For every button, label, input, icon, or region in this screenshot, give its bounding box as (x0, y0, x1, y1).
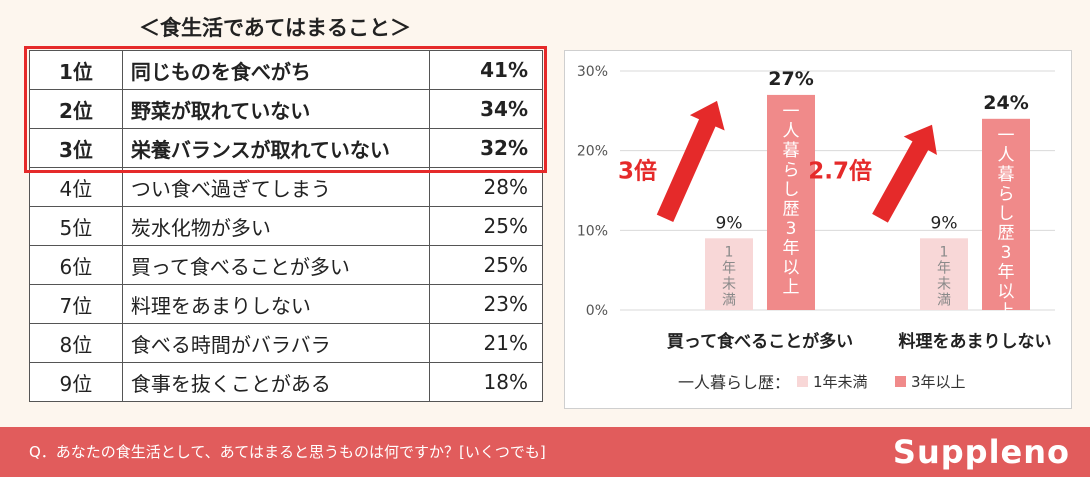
multiplier-annotation: 3倍 (618, 157, 657, 184)
bar-inner-text: 人 (783, 121, 800, 141)
legend-label: 3年以上 (911, 373, 966, 391)
brand-logo: Suppleno (892, 433, 1070, 471)
bar-inner-text: し (998, 204, 1015, 224)
increase-arrow (872, 124, 937, 223)
footer-bar: Q．あなたの食生活として、あてはまると思うものは何ですか？[いくつでも] Sup… (0, 427, 1090, 477)
table-row: 7位 料理をあまりしない 23% (29, 284, 543, 324)
bar-inner-text: 歴 (783, 199, 800, 219)
table-row: 1位 同じものを食べがち 41% (29, 50, 543, 90)
table-row: 6位 買って食べることが多い 25% (29, 245, 543, 285)
data-label: 27% (768, 68, 813, 90)
arrow-shape (872, 124, 937, 223)
table-row: 5位 炭水化物が多い 25% (29, 206, 543, 246)
bar-inner-text: ら (783, 160, 800, 180)
bar-inner-text: 年 (937, 260, 951, 276)
table-row: 3位 栄養バランスが取れていない 32% (29, 128, 543, 168)
arrow-shape (656, 100, 725, 222)
item-cell: 炭水化物が多い (121, 206, 431, 246)
rank-cell: 1位 (29, 50, 123, 90)
item-cell: 食べる時間がバラバラ (121, 323, 431, 363)
item-cell: 栄養バランスが取れていない (121, 128, 431, 168)
y-tick-label: 30% (577, 64, 608, 80)
item-cell: つい食べ過ぎてしまう (121, 167, 431, 207)
item-cell: 同じものを食べがち (121, 50, 431, 90)
table-row: 4位 つい食べ過ぎてしまう 28% (29, 167, 543, 207)
y-tick-label: 20% (577, 144, 608, 160)
bar-inner-text: 3 (786, 219, 797, 239)
data-label: 9% (716, 213, 743, 233)
bar-over-3yr (982, 118, 1030, 310)
multiplier-annotation: 2.7倍 (808, 157, 872, 184)
table-title: ＜食生活であてはまること＞ (139, 16, 411, 40)
percent-cell: 25% (429, 245, 543, 285)
bar-inner-text: 暮 (783, 141, 800, 161)
legend-swatch (895, 376, 906, 387)
bar-inner-text: 未 (937, 276, 951, 292)
bar-under-1yr (920, 238, 968, 310)
rank-cell: 5位 (29, 206, 123, 246)
bar-inner-text: 満 (937, 292, 951, 308)
bar-chart: 0%10%20%30%9%1年未満27%一人暮らし歴3年以上買って食べることが多… (577, 64, 1055, 392)
bar-inner-text: し (783, 180, 800, 200)
y-tick-label: 0% (586, 303, 608, 319)
table-row: 2位 野菜が取れていない 34% (29, 89, 543, 129)
ranking-table: 1位 同じものを食べがち 41% 2位 野菜が取れていない 34% 3位 栄養バランスが取れて… (29, 50, 543, 402)
bar-inner-text: 満 (722, 292, 736, 308)
data-label: 24% (983, 92, 1028, 114)
percent-cell: 28% (429, 167, 543, 207)
table-row: 9位 食事を抜くことがある 18% (29, 362, 543, 402)
bar-inner-text: 上 (998, 301, 1015, 321)
rank-cell: 7位 (29, 284, 123, 324)
percent-cell: 34% (429, 89, 543, 129)
bar-inner-text: ら (998, 184, 1015, 204)
rank-cell: 4位 (29, 167, 123, 207)
rank-cell: 2位 (29, 89, 123, 129)
y-tick-label: 10% (577, 223, 608, 239)
bar-inner-text: 未 (722, 276, 736, 292)
chart-panel: 0% 10% 20% 30% 9% 1 年未満 27% 一人暮らし歴 3 年以上買って食べることが多… (564, 50, 1072, 409)
survey-question: Q．あなたの食生活として、あてはまると思うものは何ですか？[いくつでも] (29, 443, 546, 461)
table-row: 8位 食べる時間がバラバラ 21% (29, 323, 543, 363)
x-category-label: 料理をあまりしない (899, 331, 1052, 352)
legend-swatch (797, 376, 808, 387)
item-cell: 野菜が取れていない (121, 89, 431, 129)
bar-inner-text: 年 (722, 260, 736, 276)
legend-label: 1年未満 (813, 373, 868, 391)
percent-cell: 41% (429, 50, 543, 90)
percent-cell: 18% (429, 362, 543, 402)
bar-inner-text: 3 (1001, 243, 1012, 263)
legend-title: 一人暮らし歴： (678, 373, 790, 392)
item-cell: 買って食べることが多い (121, 245, 431, 285)
bar-inner-text: 年 (783, 238, 800, 258)
bar-inner-text: 以 (998, 282, 1015, 302)
bar-inner-text: 以 (783, 258, 800, 278)
bar-inner-text: 年 (998, 262, 1015, 282)
rank-cell: 6位 (29, 245, 123, 285)
bar-inner-text: 一 (998, 126, 1015, 146)
bar-inner-text: 暮 (998, 165, 1015, 185)
bar-inner-text: 一 (783, 102, 800, 122)
x-category-label: 買って食べることが多い (667, 331, 853, 352)
bar-inner-text: 上 (783, 277, 800, 297)
bar-inner-text: 1 (725, 244, 734, 260)
percent-cell: 21% (429, 323, 543, 363)
percent-cell: 32% (429, 128, 543, 168)
data-label: 9% (931, 213, 958, 233)
rank-cell: 8位 (29, 323, 123, 363)
bar-over-3yr (767, 94, 815, 311)
bar-inner-text: 1 (940, 244, 949, 260)
increase-arrow (656, 100, 725, 222)
bar-under-1yr (705, 238, 753, 310)
bar-inner-text: 人 (998, 145, 1015, 165)
rank-cell: 9位 (29, 362, 123, 402)
item-cell: 食事を抜くことがある (121, 362, 431, 402)
bar-inner-text: 歴 (998, 223, 1015, 243)
rank-cell: 3位 (29, 128, 123, 168)
percent-cell: 23% (429, 284, 543, 324)
percent-cell: 25% (429, 206, 543, 246)
item-cell: 料理をあまりしない (121, 284, 431, 324)
